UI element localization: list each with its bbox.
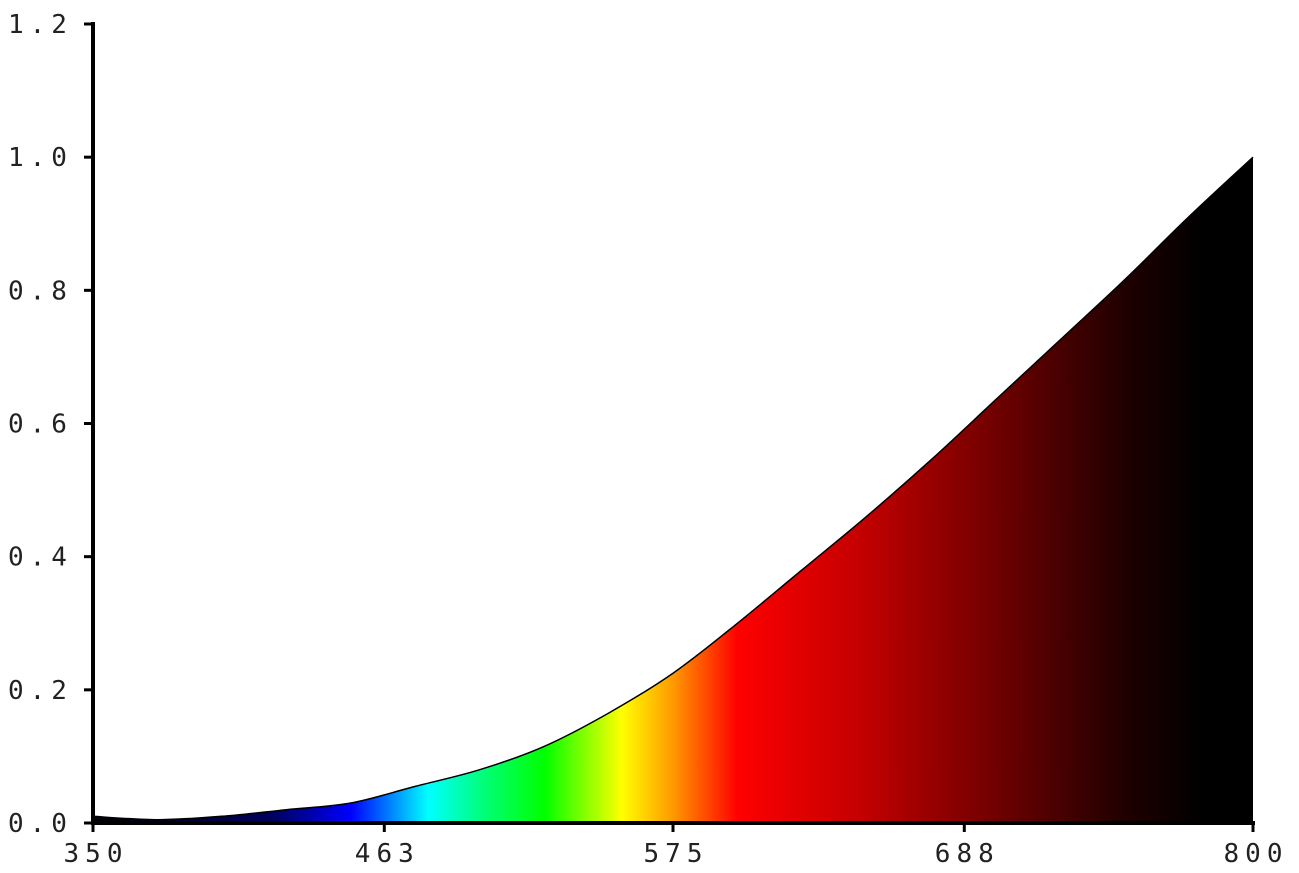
y-tick-label: 0.0 bbox=[8, 809, 73, 839]
y-tick-label: 0.8 bbox=[8, 276, 73, 306]
y-tick-label: 0.6 bbox=[8, 410, 73, 440]
y-axis-ticks: 0.0 0.2 0.4 0.6 0.8 1.0 1.2 bbox=[8, 10, 93, 839]
y-tick-label: 1.0 bbox=[8, 143, 73, 173]
spectrum-area-edge bbox=[92, 156, 1254, 821]
y-tick-label: 0.4 bbox=[8, 543, 73, 573]
x-tick-label: 463 bbox=[355, 839, 420, 869]
x-axis-ticks: 350 463 575 688 800 bbox=[64, 823, 1289, 869]
spectrum-area bbox=[93, 157, 1253, 823]
x-tick-label: 800 bbox=[1224, 839, 1289, 869]
x-tick-label: 688 bbox=[935, 839, 1000, 869]
x-tick-label: 575 bbox=[644, 839, 709, 869]
y-tick-label: 1.2 bbox=[8, 10, 73, 40]
y-tick-label: 0.2 bbox=[8, 676, 73, 706]
x-tick-label: 350 bbox=[64, 839, 129, 869]
